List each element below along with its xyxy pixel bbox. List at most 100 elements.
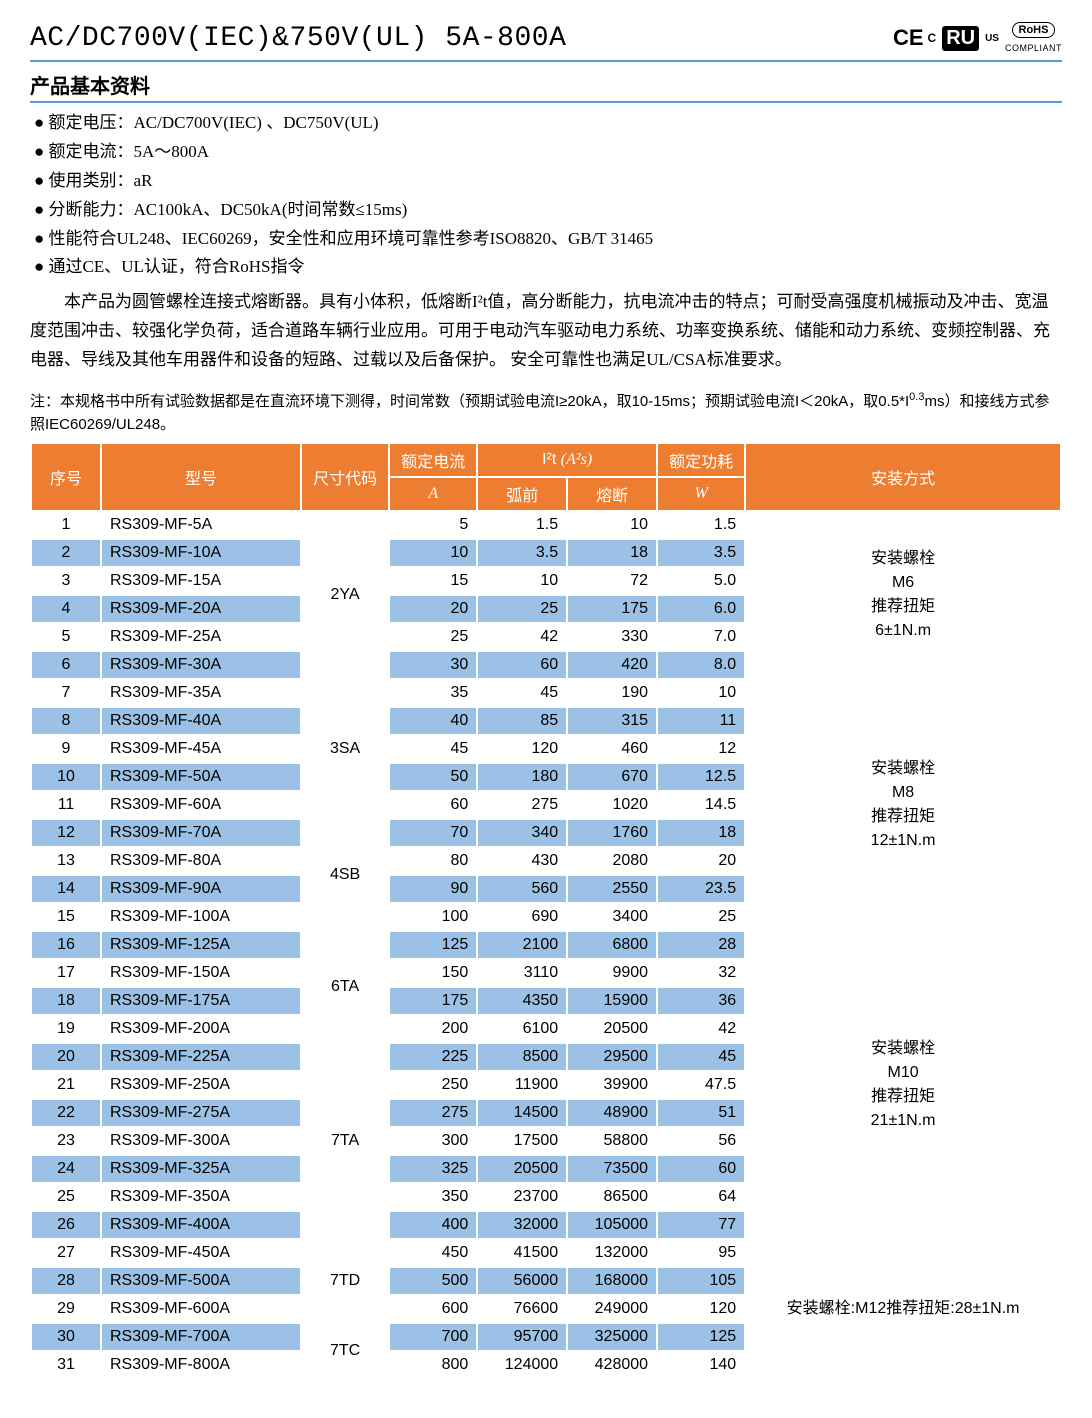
rohs-text: RoHS: [1012, 22, 1056, 38]
table-cell: 20500: [477, 1155, 567, 1183]
table-cell: 13: [31, 847, 101, 875]
table-row: 7RS309-MF-35A3SA354519010安装螺栓M8推荐扭矩12±1N…: [31, 679, 1061, 707]
table-cell: 29500: [567, 1043, 657, 1071]
table-cell: 11: [657, 707, 745, 735]
spec-item: 使用类别：aR: [34, 167, 1062, 196]
table-cell: RS309-MF-300A: [101, 1127, 301, 1155]
table-cell: RS309-MF-45A: [101, 735, 301, 763]
table-cell: 10: [567, 511, 657, 539]
certification-icons: CE C RU US RoHS COMPLIANT: [893, 20, 1062, 56]
table-cell: 14.5: [657, 791, 745, 819]
table-cell: 31: [31, 1351, 101, 1379]
table-cell: 7: [31, 679, 101, 707]
table-cell: 428000: [567, 1351, 657, 1379]
table-cell: 58800: [567, 1127, 657, 1155]
table-cell: 5.0: [657, 567, 745, 595]
table-cell: 80: [389, 847, 477, 875]
table-cell: 90: [389, 875, 477, 903]
table-row: 27RS309-MF-450A7TD4504150013200095安装螺栓:M…: [31, 1239, 1061, 1267]
th-size: 尺寸代码: [301, 443, 389, 511]
table-cell: 600: [389, 1295, 477, 1323]
th-install: 安装方式: [745, 443, 1061, 511]
table-cell: 20: [389, 595, 477, 623]
table-cell: RS309-MF-350A: [101, 1183, 301, 1211]
table-cell: 42: [657, 1015, 745, 1043]
table-cell: 73500: [567, 1155, 657, 1183]
table-cell: 6800: [567, 931, 657, 959]
table-cell: 50: [389, 763, 477, 791]
th-seq: 序号: [31, 443, 101, 511]
table-cell: 3: [31, 567, 101, 595]
table-cell: 30: [389, 651, 477, 679]
table-cell: 22: [31, 1099, 101, 1127]
table-cell: 560: [477, 875, 567, 903]
table-cell: 6100: [477, 1015, 567, 1043]
table-cell: RS309-MF-50A: [101, 763, 301, 791]
table-cell: 48900: [567, 1099, 657, 1127]
table-cell: 72: [567, 567, 657, 595]
table-cell: 47.5: [657, 1071, 745, 1099]
table-cell: 8500: [477, 1043, 567, 1071]
table-cell: 15900: [567, 987, 657, 1015]
table-cell: RS309-MF-25A: [101, 623, 301, 651]
table-cell: 500: [389, 1267, 477, 1295]
table-cell: 105000: [567, 1211, 657, 1239]
table-cell: 35: [389, 679, 477, 707]
table-cell: RS309-MF-250A: [101, 1071, 301, 1099]
table-cell: 249000: [567, 1295, 657, 1323]
table-cell: 60: [657, 1155, 745, 1183]
table-cell: RS309-MF-800A: [101, 1351, 301, 1379]
table-cell: 10: [389, 539, 477, 567]
table-cell: 150: [389, 959, 477, 987]
table-cell: 23700: [477, 1183, 567, 1211]
table-cell: 12: [657, 735, 745, 763]
table-cell: RS309-MF-90A: [101, 875, 301, 903]
table-cell: 700: [389, 1323, 477, 1351]
table-cell: 2100: [477, 931, 567, 959]
table-cell: RS309-MF-40A: [101, 707, 301, 735]
table-cell: 6.0: [657, 595, 745, 623]
th-power: 额定功耗: [657, 443, 745, 477]
table-cell: 2YA: [301, 511, 389, 679]
table-cell: 125: [657, 1323, 745, 1351]
table-cell: 175: [567, 595, 657, 623]
table-cell: 77: [657, 1211, 745, 1239]
table-cell: RS309-MF-700A: [101, 1323, 301, 1351]
table-cell: RS309-MF-35A: [101, 679, 301, 707]
table-cell: 9: [31, 735, 101, 763]
table-cell: 10: [477, 567, 567, 595]
table-cell: 3.5: [477, 539, 567, 567]
table-cell: 18: [567, 539, 657, 567]
table-cell: 18: [657, 819, 745, 847]
table-cell: 32: [657, 959, 745, 987]
table-cell: RS309-MF-500A: [101, 1267, 301, 1295]
table-cell: 6: [31, 651, 101, 679]
table-cell: 86500: [567, 1183, 657, 1211]
table-cell: 25: [389, 623, 477, 651]
table-cell: 9900: [567, 959, 657, 987]
table-cell: 1.5: [477, 511, 567, 539]
table-cell: RS309-MF-275A: [101, 1099, 301, 1127]
table-cell: 15: [389, 567, 477, 595]
spec-table: 序号 型号 尺寸代码 额定电流 I²t (A²s) 额定功耗 安装方式 A 弧前…: [30, 442, 1062, 1380]
table-cell: RS309-MF-30A: [101, 651, 301, 679]
table-cell: 26: [31, 1211, 101, 1239]
install-cell: 安装螺栓M6推荐扭矩6±1N.m: [745, 511, 1061, 679]
table-row: 1RS309-MF-5A2YA51.5101.5安装螺栓M6推荐扭矩6±1N.m: [31, 511, 1061, 539]
table-cell: 6TA: [301, 931, 389, 1043]
th-model: 型号: [101, 443, 301, 511]
install-cell: 安装螺栓M8推荐扭矩12±1N.m: [745, 679, 1061, 931]
table-cell: 7.0: [657, 623, 745, 651]
page-header: AC/DC700V(IEC)&750V(UL) 5A-800A CE C RU …: [30, 20, 1062, 62]
table-cell: 100: [389, 903, 477, 931]
table-cell: 56: [657, 1127, 745, 1155]
product-description: 本产品为圆管螺栓连接式熔断器。具有小体积，低熔断I²t值，高分断能力，抗电流冲击…: [30, 288, 1062, 375]
table-cell: 105: [657, 1267, 745, 1295]
table-cell: 8: [31, 707, 101, 735]
table-cell: 85: [477, 707, 567, 735]
table-cell: 8.0: [657, 651, 745, 679]
table-cell: 1760: [567, 819, 657, 847]
table-cell: 175: [389, 987, 477, 1015]
table-cell: 275: [389, 1099, 477, 1127]
table-cell: 340: [477, 819, 567, 847]
